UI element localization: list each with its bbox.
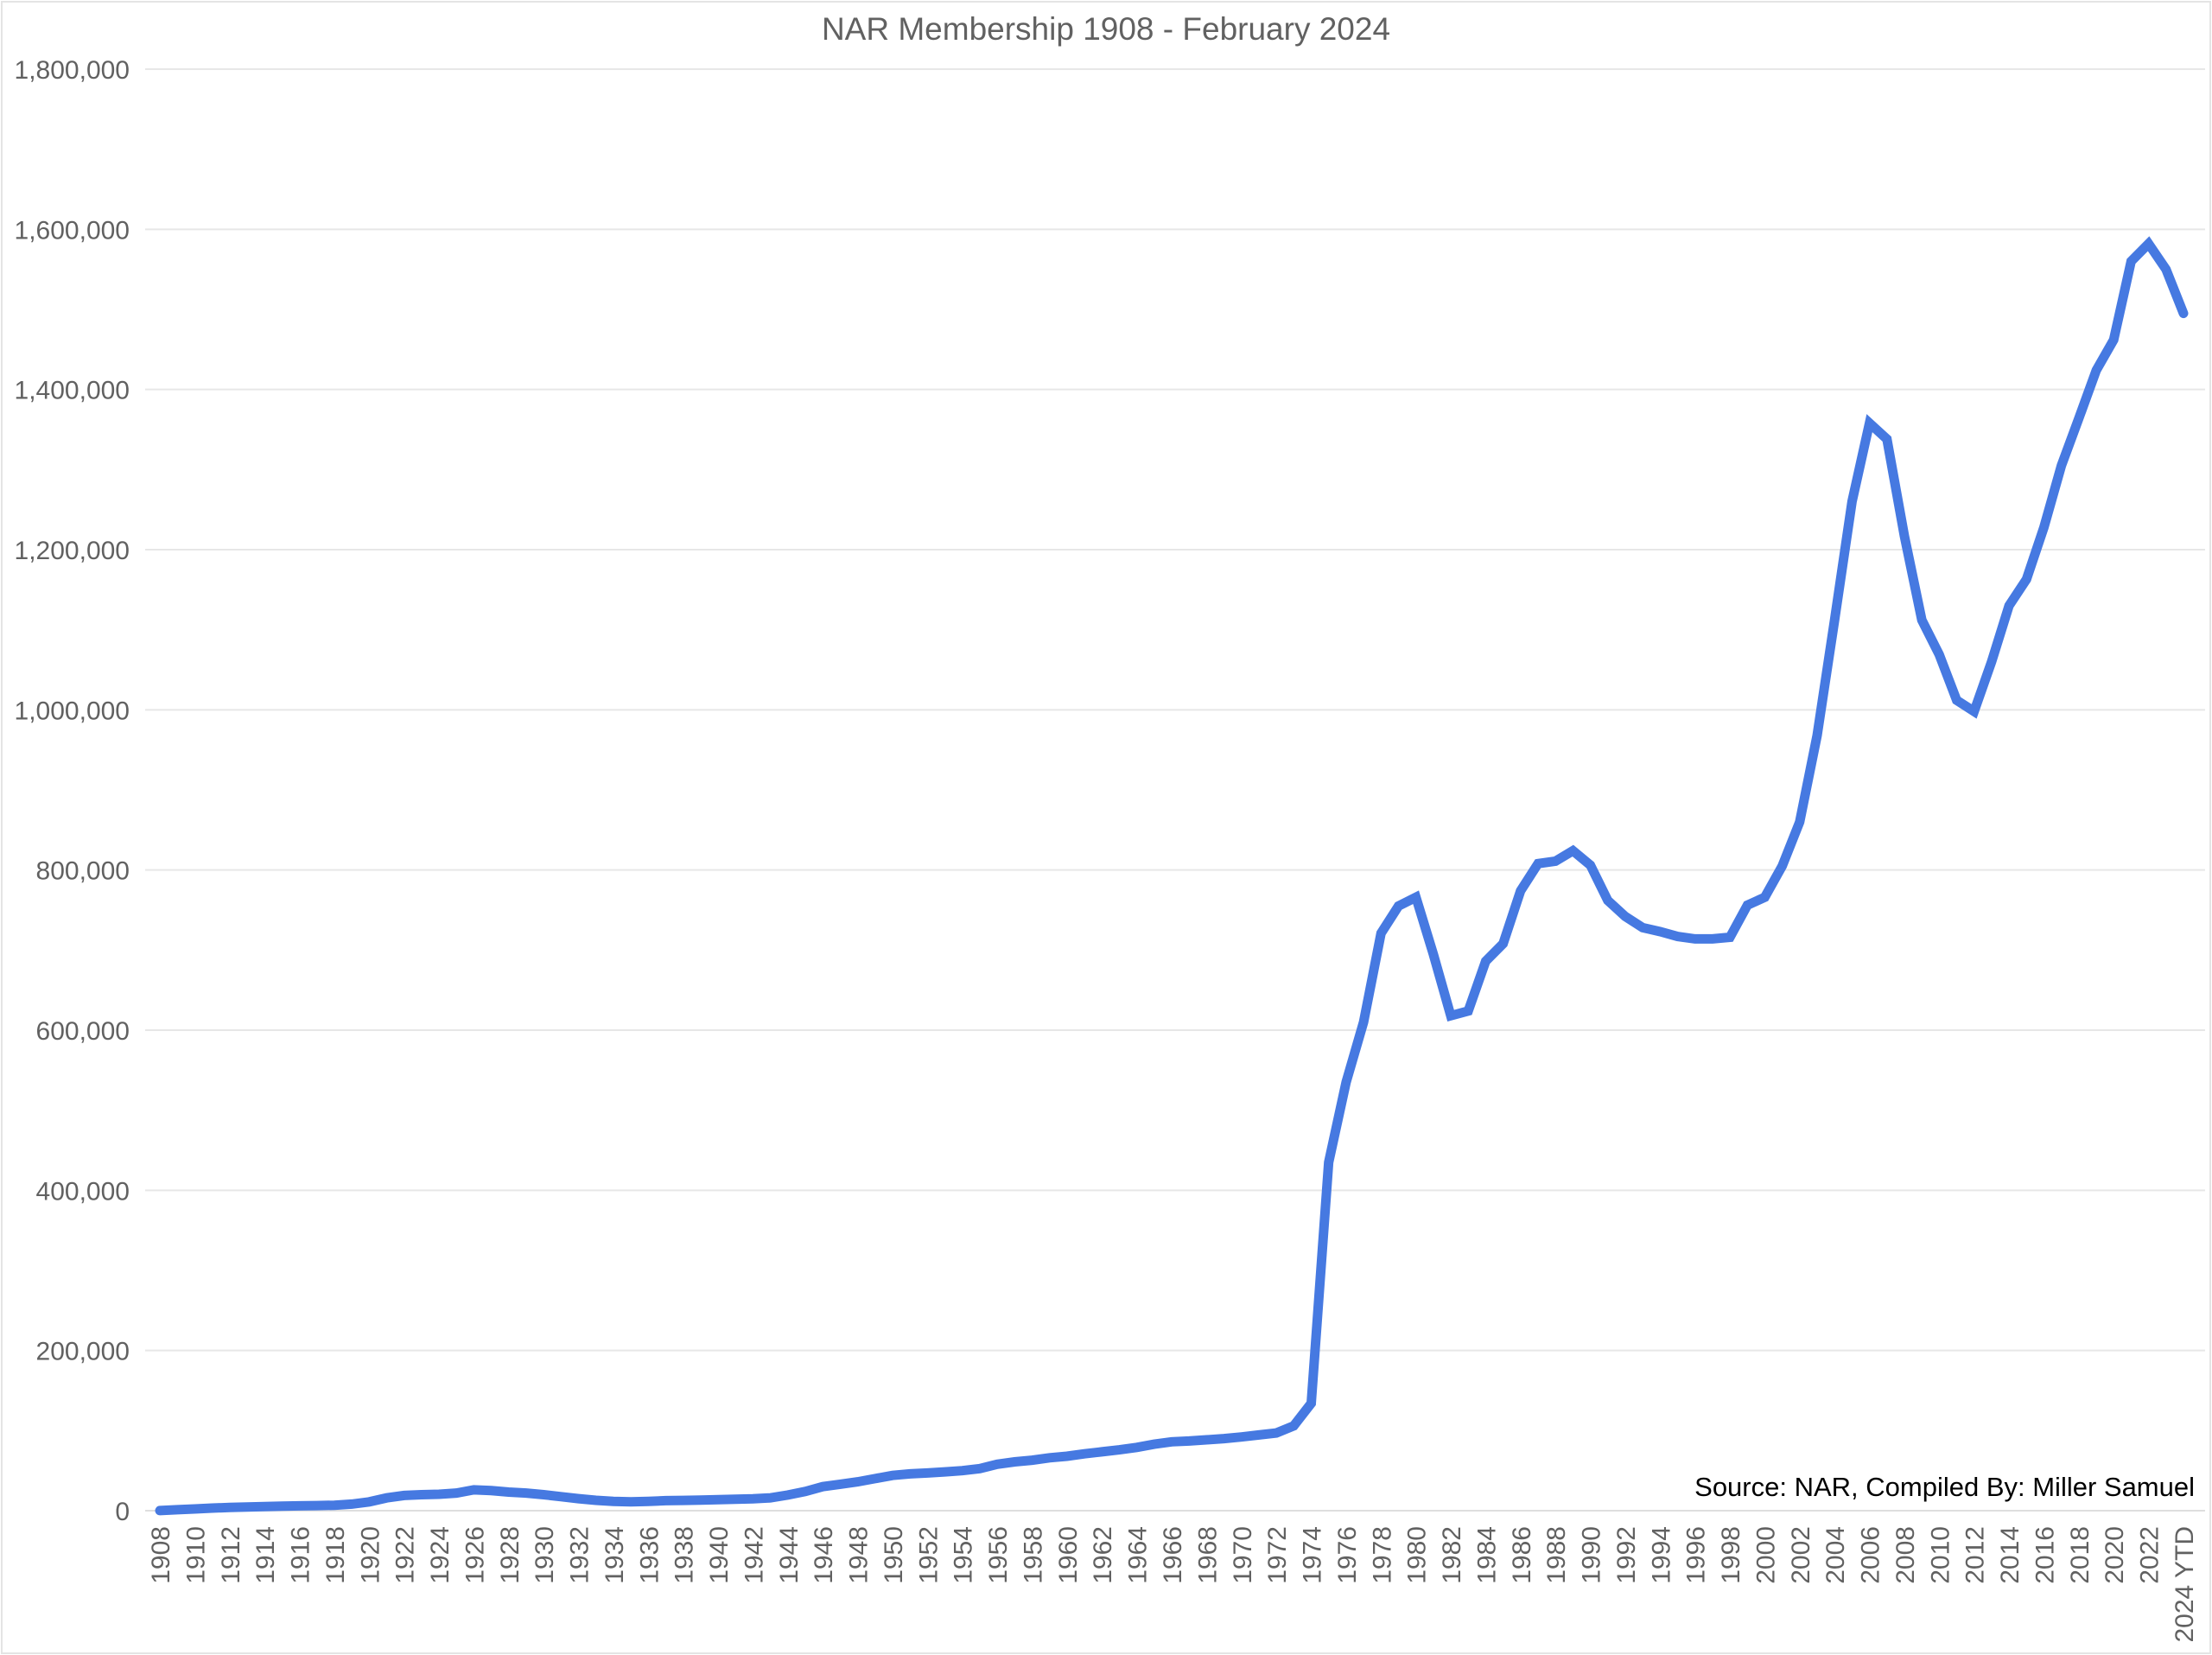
x-tick-label: 1924	[426, 1526, 454, 1584]
x-axis-labels: 1908 1910 1912 1914 1916 1918 1920 1922 1924 1926…	[147, 1526, 2199, 1643]
x-tick-label: 1974	[1299, 1526, 1327, 1584]
gridlines	[145, 68, 2205, 1512]
x-tick-label: 1980	[1403, 1526, 1432, 1584]
x-tick-label: 1966	[1159, 1526, 1187, 1584]
x-tick-label: 2000	[1751, 1526, 1780, 1584]
x-tick-label: 1932	[566, 1526, 594, 1584]
x-tick-label: 1916	[287, 1526, 315, 1584]
x-tick-label: 2022	[2136, 1526, 2164, 1584]
x-tick-label: 1930	[531, 1526, 559, 1584]
x-tick-label: 1948	[845, 1526, 874, 1584]
x-tick-label: 2020	[2101, 1526, 2129, 1584]
y-tick-label: 200,000	[36, 1338, 130, 1366]
chart-title: NAR Membership 1908 - February 2024	[821, 11, 1391, 47]
y-tick-label: 1,600,000	[15, 216, 130, 245]
x-tick-label: 1978	[1368, 1526, 1396, 1584]
x-tick-label: 1926	[461, 1526, 489, 1584]
y-tick-label: 600,000	[36, 1017, 130, 1046]
x-tick-label: 1964	[1124, 1526, 1153, 1584]
x-tick-label: 1988	[1542, 1526, 1571, 1584]
x-tick-label: 1968	[1193, 1526, 1222, 1584]
x-tick-label: 2024 YTD	[2171, 1526, 2199, 1643]
x-tick-label: 1946	[810, 1526, 838, 1584]
x-tick-label: 1922	[391, 1526, 420, 1584]
y-tick-label: 800,000	[36, 857, 130, 886]
x-tick-label: 2002	[1787, 1526, 1815, 1584]
x-tick-label: 2012	[1961, 1526, 1990, 1584]
x-tick-label: 1950	[880, 1526, 908, 1584]
x-tick-label: 1958	[1019, 1526, 1047, 1584]
source-note: Source: NAR, Compiled By: Miller Samuel	[1694, 1472, 2195, 1502]
y-tick-label: 0	[115, 1498, 130, 1526]
x-tick-label: 1996	[1682, 1526, 1711, 1584]
x-tick-label: 1912	[217, 1526, 245, 1584]
x-tick-label: 1914	[251, 1526, 280, 1584]
x-tick-label: 1998	[1717, 1526, 1745, 1584]
x-tick-label: 1972	[1263, 1526, 1292, 1584]
x-tick-label: 1940	[705, 1526, 734, 1584]
x-tick-label: 1938	[671, 1526, 699, 1584]
y-tick-label: 1,400,000	[15, 377, 130, 405]
x-tick-label: 1986	[1508, 1526, 1536, 1584]
x-tick-label: 1910	[181, 1526, 210, 1584]
x-tick-label: 1934	[601, 1526, 629, 1584]
membership-line	[155, 236, 2189, 1516]
x-tick-label: 1936	[635, 1526, 664, 1584]
x-tick-label: 1990	[1578, 1526, 1606, 1584]
x-tick-label: 1928	[496, 1526, 524, 1584]
x-tick-label: 1982	[1438, 1526, 1466, 1584]
x-tick-label: 1918	[321, 1526, 350, 1584]
membership-line-series	[155, 236, 2189, 1516]
y-tick-label: 1,800,000	[15, 56, 130, 85]
x-tick-label: 2004	[1821, 1526, 1850, 1584]
x-tick-label: 1952	[914, 1526, 943, 1584]
y-tick-label: 1,000,000	[15, 697, 130, 725]
x-tick-label: 1962	[1089, 1526, 1117, 1584]
x-tick-label: 1908	[147, 1526, 175, 1584]
x-tick-label: 1994	[1647, 1526, 1675, 1584]
y-axis-labels: 0 200,000 400,000 600,000 800,000 1,000,000 1,…	[15, 56, 130, 1526]
x-tick-label: 1984	[1472, 1526, 1501, 1584]
x-tick-label: 2016	[2031, 1526, 2059, 1584]
x-tick-label: 2008	[1891, 1526, 1920, 1584]
x-tick-label: 1944	[775, 1526, 804, 1584]
y-tick-label: 1,200,000	[15, 537, 130, 565]
x-tick-label: 1956	[984, 1526, 1013, 1584]
x-tick-label: 1942	[740, 1526, 768, 1584]
x-tick-label: 1976	[1333, 1526, 1362, 1584]
x-tick-label: 2006	[1857, 1526, 1885, 1584]
x-tick-label: 2018	[2066, 1526, 2094, 1584]
x-tick-label: 2014	[1996, 1526, 2024, 1584]
x-tick-label: 1960	[1054, 1526, 1083, 1584]
x-tick-label: 1954	[950, 1526, 978, 1584]
x-tick-label: 1970	[1229, 1526, 1257, 1584]
y-tick-label: 400,000	[36, 1177, 130, 1206]
x-tick-label: 1992	[1612, 1526, 1641, 1584]
x-tick-label: 1920	[356, 1526, 385, 1584]
x-tick-label: 2010	[1926, 1526, 1955, 1584]
